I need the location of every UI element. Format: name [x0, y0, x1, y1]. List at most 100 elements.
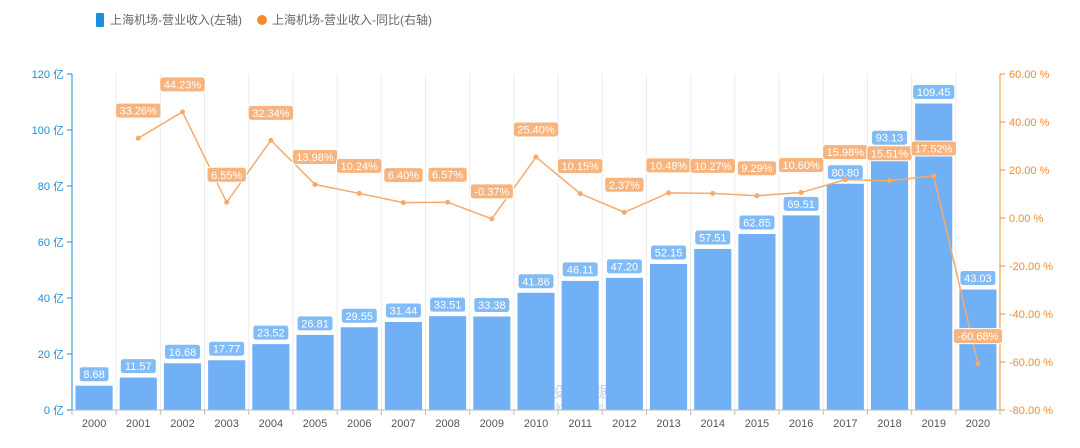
bar-label: 23.52 — [257, 328, 285, 340]
line-point — [224, 199, 230, 205]
line-label-box — [952, 328, 1004, 345]
line-label: 10.24% — [341, 161, 379, 173]
line-point — [666, 190, 672, 196]
line-label: -60.68% — [957, 331, 998, 343]
y-right-tick-label: 60.00 % — [1009, 69, 1050, 81]
x-tick-label: 2016 — [789, 418, 813, 430]
line-point — [489, 216, 495, 222]
x-tick-label: 2010 — [524, 418, 548, 430]
y-left-tick-label: 120 亿 — [32, 68, 64, 81]
y-right-tick-label: 0.00 % — [1009, 213, 1043, 225]
bar-label-box — [78, 366, 110, 383]
bar-label-box — [782, 195, 820, 212]
bar — [252, 344, 290, 410]
x-tick-label: 2001 — [126, 418, 150, 430]
bar — [340, 327, 378, 410]
line-label-box — [469, 183, 514, 200]
line-point — [135, 135, 141, 141]
line-label-box — [115, 102, 162, 119]
x-tick-label: 2017 — [833, 418, 857, 430]
x-tick-label: 2020 — [966, 418, 990, 430]
line-point — [400, 200, 406, 206]
line-point — [268, 137, 274, 143]
line-point — [754, 193, 760, 199]
x-tick-label: 2006 — [347, 418, 371, 430]
bar-label: 47.20 — [611, 261, 639, 273]
line-label-box — [427, 166, 468, 183]
bar-label: 41.86 — [522, 276, 550, 288]
y-right-tick-label: 40.00 % — [1009, 117, 1050, 129]
x-tick-label: 2003 — [214, 418, 238, 430]
line-path — [137, 110, 979, 364]
legend-item-yoy[interactable]: 上海机场-营业收入-同比(右轴) — [257, 12, 432, 27]
bar-series — [75, 103, 997, 410]
line-label: 10.48% — [650, 160, 688, 172]
x-tick-label: 2009 — [480, 418, 504, 430]
line-point — [842, 177, 848, 183]
bar — [694, 248, 732, 410]
line-label: 25.40% — [517, 125, 555, 137]
line-point — [887, 178, 893, 184]
bar-label: 62.85 — [743, 218, 771, 230]
y-right-tick-label: -20.00 % — [1009, 261, 1053, 273]
bar-label: 16.68 — [169, 347, 197, 359]
bar — [738, 234, 776, 410]
bar-label-box — [473, 297, 511, 314]
legend-item-revenue[interactable]: 上海机场-营业收入(左轴) — [96, 12, 242, 27]
bar-label: 29.55 — [345, 311, 373, 323]
line-point — [179, 109, 185, 115]
y-right-tick-label: -40.00 % — [1009, 309, 1053, 321]
legend-label-revenue: 上海机场-营业收入(左轴) — [110, 12, 242, 27]
bar — [517, 292, 555, 410]
line-label: 6.57% — [432, 170, 463, 182]
bar-label-box — [119, 358, 157, 375]
bar — [119, 377, 157, 410]
line-label: 17.52% — [915, 143, 953, 155]
legend-label-yoy: 上海机场-营业收入-同比(右轴) — [272, 12, 432, 27]
bar — [208, 360, 246, 410]
bar-label: 80.80 — [832, 167, 860, 179]
line-label: 10.15% — [562, 161, 600, 173]
line-point — [533, 154, 539, 160]
line-label: -0.37% — [474, 186, 509, 198]
y-left-tick-label: 20 亿 — [38, 348, 64, 361]
line-label-box — [689, 157, 737, 174]
line-label-box — [736, 160, 778, 177]
y-left-tick-label: 40 亿 — [38, 292, 64, 305]
bar-label: 52.15 — [655, 247, 683, 259]
bar-label-box — [517, 273, 555, 290]
bar-label-box — [605, 258, 643, 275]
y-right-tick-label: -80.00 % — [1009, 405, 1053, 417]
line-label-box — [247, 104, 295, 121]
line-label: 13.98% — [296, 152, 334, 164]
y-left-tick-label: 60 亿 — [38, 236, 64, 249]
x-tick-label: 2007 — [391, 418, 415, 430]
bar-label: 33.38 — [478, 300, 506, 312]
bar-label-box — [340, 307, 378, 324]
bar-label: 31.44 — [390, 305, 418, 317]
bar-label: 69.51 — [787, 199, 815, 211]
y-right-tick-label: 20.00 % — [1009, 165, 1050, 177]
legend-swatch-yoy — [257, 15, 267, 25]
line-label-box — [604, 176, 645, 193]
bar-label-box — [561, 261, 599, 278]
line-label: 10.60% — [782, 160, 820, 172]
bar — [650, 263, 688, 410]
bar — [384, 321, 422, 410]
bar — [473, 316, 511, 410]
line-label: 15.51% — [871, 148, 909, 160]
line-point — [621, 209, 627, 215]
bar-label-box — [694, 229, 732, 246]
bar-label: 33.51 — [434, 300, 462, 312]
line-label-box — [777, 157, 825, 174]
line-label-box — [383, 167, 424, 184]
line-label: 33.26% — [120, 106, 158, 118]
bar-label: 11.57 — [125, 361, 152, 373]
line-label: 44.23% — [164, 79, 202, 91]
legend[interactable]: 上海机场-营业收入(左轴) 上海机场-营业收入-同比(右轴) — [96, 12, 432, 27]
x-tick-label: 2000 — [82, 418, 106, 430]
line-label-box — [556, 158, 604, 175]
bar-label: 8.68 — [83, 369, 104, 381]
bar-label: 43.03 — [964, 273, 992, 285]
